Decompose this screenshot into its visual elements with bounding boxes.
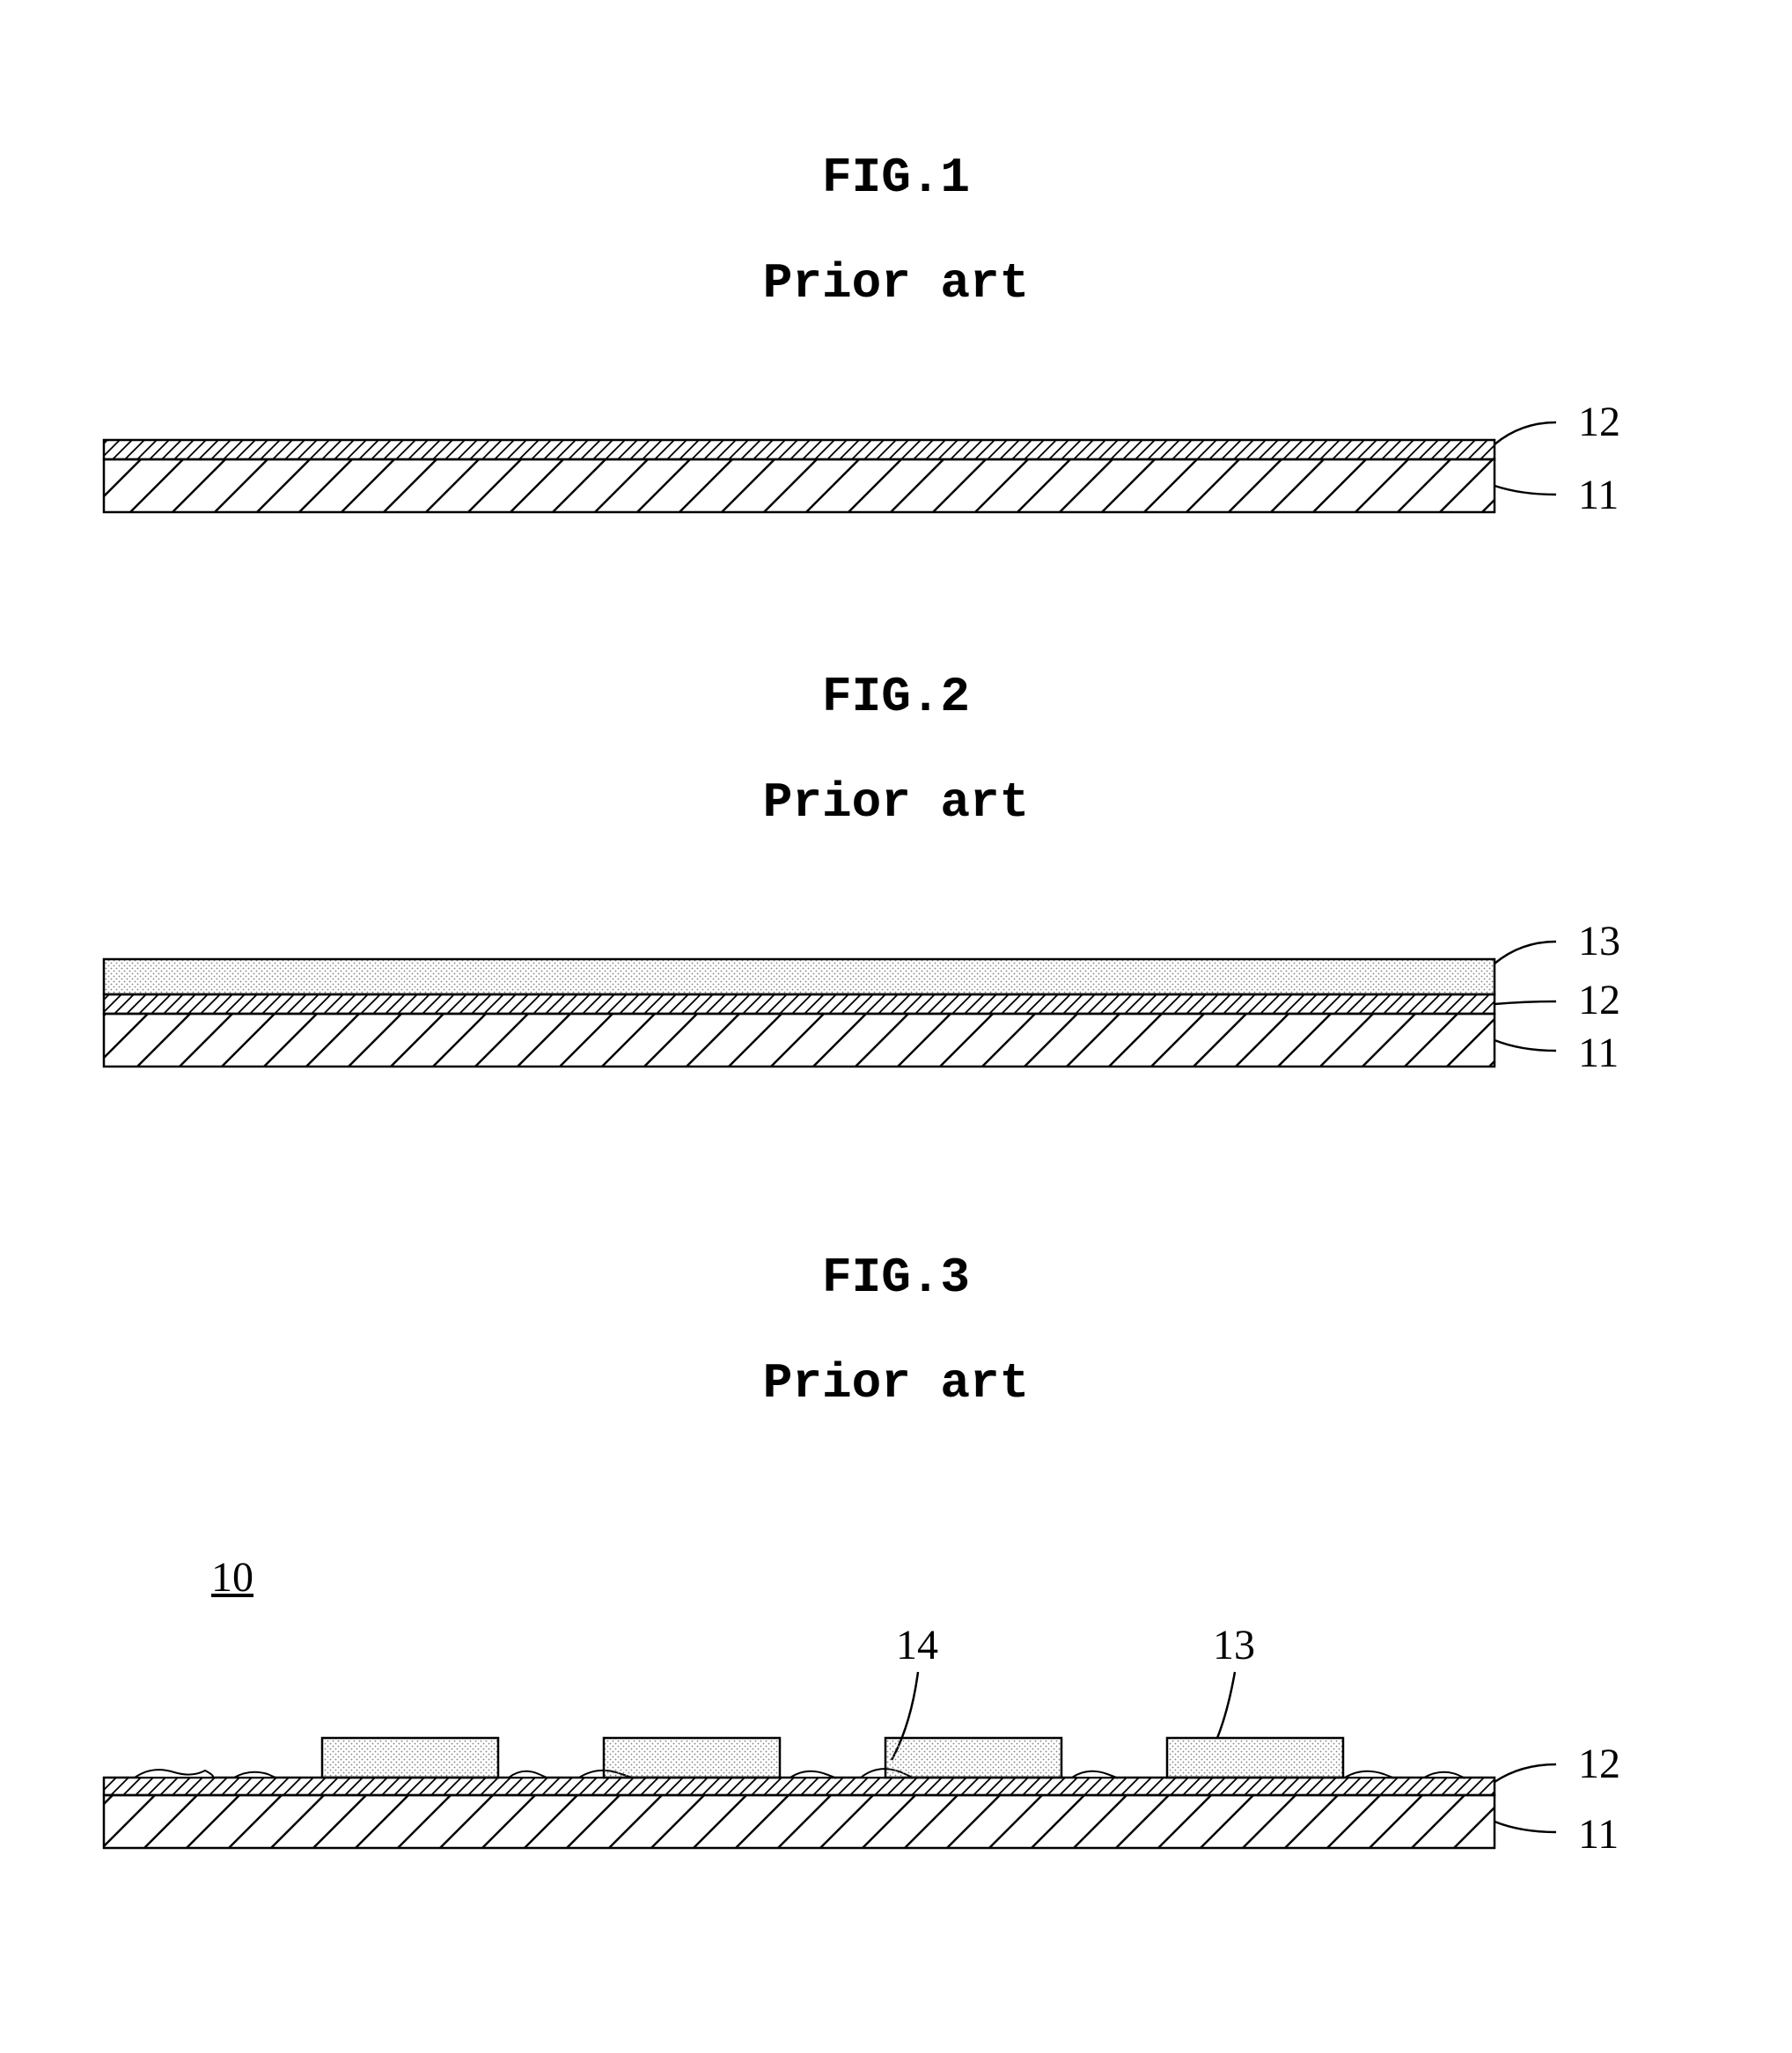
fig2-label-13: 13 — [1578, 918, 1620, 964]
fig3-blocks-13 — [322, 1738, 1343, 1778]
fig1-label-11: 11 — [1578, 472, 1619, 518]
fig2-leader-13 — [1495, 942, 1556, 964]
fig3-label-12: 12 — [1578, 1741, 1620, 1787]
fig2-subtitle: Prior art — [763, 774, 1029, 831]
fig3-subtitle: Prior art — [763, 1355, 1029, 1411]
fig3-leader-11r — [1495, 1822, 1556, 1832]
fig1-drawing: 12 11 — [86, 387, 1706, 563]
fig3-layer-12 — [104, 1778, 1495, 1795]
fig3-label-14: 14 — [896, 1622, 938, 1668]
fig1-label-12: 12 — [1578, 399, 1620, 445]
fig3-leader-13 — [1217, 1672, 1235, 1738]
page: FIG.1 Prior art 12 11 FIG.2 Prior art — [0, 0, 1792, 2053]
fig2-leader-11 — [1495, 1040, 1556, 1051]
fig2-label-12: 12 — [1578, 977, 1620, 1023]
fig1-subtitle: Prior art — [763, 255, 1029, 312]
fig2-title: FIG.2 — [822, 669, 970, 725]
fig3-label-11: 11 — [1578, 1811, 1619, 1858]
fig3-leader-12r — [1495, 1764, 1556, 1782]
fig3-drawing: 14 13 12 11 — [86, 1610, 1706, 1945]
fig2-layer-11 — [104, 1014, 1495, 1067]
fig3-layer-11 — [104, 1795, 1495, 1848]
fig1-leader-12 — [1495, 422, 1556, 444]
fig3-label-13: 13 — [1213, 1622, 1255, 1668]
fig2-label-11: 11 — [1578, 1030, 1619, 1076]
fig2-drawing: 13 12 11 — [86, 906, 1706, 1118]
fig2-layer-13 — [104, 959, 1495, 994]
fig2-layer-12 — [104, 994, 1495, 1014]
fig1-layer-12 — [104, 440, 1495, 459]
fig1-title: FIG.1 — [822, 150, 970, 206]
fig3-title: FIG.3 — [822, 1250, 970, 1306]
fig2-leader-12 — [1495, 1001, 1556, 1004]
fig1-layer-11 — [104, 459, 1495, 512]
fig3-assembly-label: 10 — [211, 1553, 253, 1602]
fig1-leader-11 — [1495, 486, 1556, 495]
